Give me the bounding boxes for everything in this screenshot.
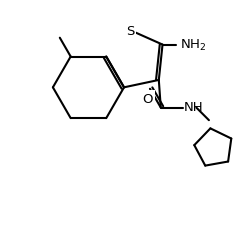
- Text: NH$_2$: NH$_2$: [180, 38, 207, 53]
- Text: S: S: [126, 25, 134, 37]
- Text: O: O: [143, 92, 153, 105]
- Text: NH: NH: [183, 101, 203, 114]
